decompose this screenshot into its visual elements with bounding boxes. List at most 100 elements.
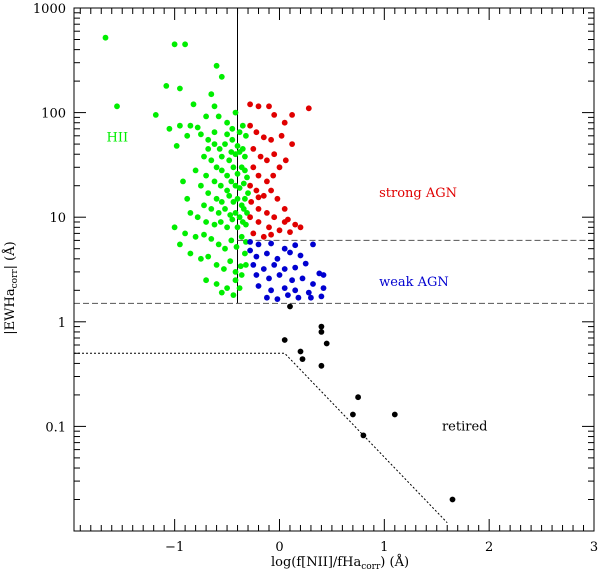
data-point — [323, 340, 330, 347]
data-point — [253, 253, 260, 260]
data-point — [271, 262, 278, 268]
data-point — [234, 143, 241, 149]
data-point — [257, 153, 264, 160]
data-point — [238, 233, 245, 240]
data-point — [260, 233, 267, 240]
data-point — [271, 151, 278, 158]
data-point — [240, 180, 247, 187]
data-point — [449, 496, 456, 503]
data-point — [271, 214, 278, 221]
data-point — [226, 192, 233, 199]
data-point — [250, 164, 257, 171]
data-point — [194, 124, 201, 131]
data-point — [360, 432, 367, 439]
data-point — [260, 192, 267, 199]
data-point — [289, 141, 295, 148]
data-point — [187, 122, 194, 129]
data-point — [243, 262, 249, 268]
data-point — [213, 262, 220, 268]
data-point — [270, 172, 277, 179]
data-point — [229, 125, 236, 132]
data-point — [276, 227, 283, 234]
x-tick-label: 3 — [590, 540, 598, 555]
data-point — [203, 113, 210, 120]
data-point — [281, 337, 288, 343]
data-point — [274, 255, 281, 262]
data-point — [247, 214, 254, 221]
data-point — [221, 266, 227, 272]
data-point — [236, 214, 243, 221]
data-point — [247, 182, 254, 189]
data-point — [243, 221, 249, 228]
data-point — [320, 285, 327, 291]
data-point — [239, 122, 246, 129]
data-point — [310, 241, 316, 248]
data-point — [391, 411, 398, 418]
data-point — [268, 287, 274, 294]
data-point — [205, 146, 212, 152]
data-point — [268, 136, 274, 143]
data-point — [232, 210, 239, 216]
data-point — [229, 216, 236, 223]
data-point — [285, 292, 291, 298]
data-point — [228, 178, 235, 185]
data-point — [208, 206, 215, 212]
data-point — [180, 178, 186, 185]
data-point — [211, 221, 218, 228]
data-point — [318, 293, 325, 300]
data-point — [305, 105, 312, 112]
data-point — [203, 172, 210, 179]
data-point — [211, 141, 218, 148]
data-point — [184, 195, 191, 202]
data-point — [278, 132, 285, 139]
data-point — [320, 272, 327, 278]
data-point — [240, 206, 247, 212]
data-point — [222, 245, 228, 252]
data-point — [230, 199, 237, 205]
data-point — [216, 146, 223, 152]
y-tick-label: 0.1 — [45, 420, 66, 435]
data-point — [318, 323, 325, 330]
x-tick-label: −1 — [165, 540, 184, 555]
data-point — [295, 294, 302, 301]
data-point — [289, 277, 295, 284]
data-point — [281, 219, 288, 225]
data-point — [152, 112, 159, 118]
data-point — [201, 153, 207, 160]
data-point — [182, 41, 189, 48]
data-point — [255, 219, 262, 225]
axis-ticks — [74, 7, 595, 532]
data-point — [253, 129, 260, 136]
data-point — [227, 258, 234, 265]
data-point — [224, 187, 231, 194]
data-point — [255, 194, 262, 201]
data-point — [302, 260, 309, 267]
data-point — [187, 250, 194, 257]
data-point — [350, 411, 356, 418]
data-point — [236, 149, 243, 155]
data-point — [242, 167, 248, 174]
data-point — [234, 224, 241, 231]
data-point — [242, 195, 248, 202]
data-point — [233, 244, 240, 250]
data-point — [218, 153, 225, 160]
data-point — [281, 245, 288, 252]
data-point — [243, 132, 249, 139]
data-point — [299, 356, 306, 362]
data-point — [232, 269, 239, 275]
data-point — [198, 182, 204, 189]
data-point — [281, 119, 288, 126]
data-point — [305, 289, 312, 296]
data-point — [218, 167, 225, 174]
data-point — [218, 289, 225, 296]
data-point — [211, 103, 218, 110]
data-point — [255, 172, 262, 179]
data-point — [234, 170, 241, 177]
data-point — [215, 210, 222, 216]
data-point — [310, 281, 316, 287]
y-tick-label: 1 — [58, 316, 66, 331]
data-point — [255, 241, 262, 248]
data-point — [238, 272, 245, 278]
data-point — [289, 112, 295, 118]
region-label-weak-agn: weak AGN — [379, 275, 449, 290]
